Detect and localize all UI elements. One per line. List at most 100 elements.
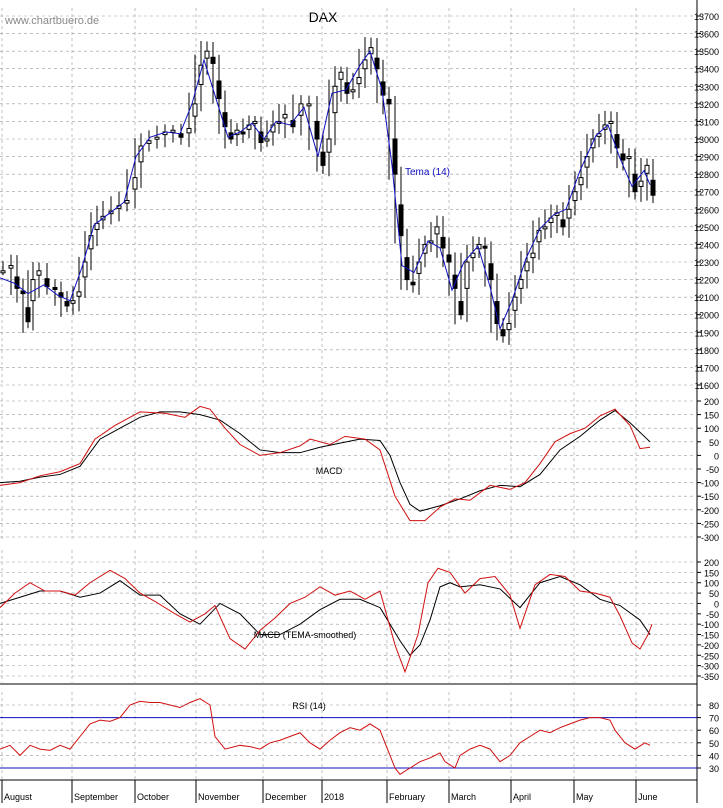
- x-month-label: May: [576, 792, 594, 802]
- y-tick-label: 40: [709, 751, 719, 761]
- panel-1: 11600 11700 11800 11900 12000 12100 12200 12300…: [0, 8, 719, 391]
- price-candle-body: [626, 156, 632, 160]
- y-tick-label: -200: [701, 506, 719, 516]
- y-tick-label: 12000: [694, 311, 719, 321]
- chart-title: DAX: [309, 9, 338, 25]
- price-candle-body: [398, 204, 404, 237]
- y-tick-label: 13200: [694, 100, 719, 110]
- price-candle-body: [620, 153, 626, 161]
- price-candle-body: [482, 245, 488, 249]
- panel-label: RSI (14): [292, 701, 326, 711]
- y-tick-label: 13100: [694, 117, 719, 127]
- y-tick-label: 13400: [694, 65, 719, 75]
- y-tick-label: 60: [709, 726, 719, 736]
- price-candle-body: [446, 254, 452, 263]
- y-tick-label: -150: [701, 631, 719, 641]
- price-candle-body: [644, 164, 650, 174]
- price-candle-body: [374, 57, 380, 70]
- price-candle-body: [320, 151, 326, 166]
- price-candle-body: [464, 261, 470, 289]
- y-tick-label: 13000: [694, 135, 719, 145]
- price-candle-body: [52, 286, 58, 290]
- y-tick-label: 100: [704, 579, 719, 589]
- y-tick-label: 70: [709, 714, 719, 724]
- price-candle-body: [210, 56, 216, 64]
- x-month-label: 2018: [324, 792, 344, 802]
- price-candle-body: [452, 274, 458, 289]
- price-candle-body: [578, 177, 584, 186]
- macd-line: [0, 409, 651, 512]
- y-tick-label: 11700: [695, 363, 719, 373]
- price-candle-body: [338, 71, 344, 80]
- price-candle-body: [198, 64, 204, 86]
- x-month-label: December: [265, 792, 307, 802]
- signal-line: [0, 567, 653, 674]
- price-candle-body: [410, 281, 416, 286]
- price-candle-body: [192, 103, 198, 117]
- x-month-label: June: [638, 792, 658, 802]
- y-tick-label: -150: [701, 492, 719, 502]
- y-tick-label: 50: [709, 739, 719, 749]
- rsi-line: [0, 698, 651, 775]
- price-candle-body: [240, 131, 246, 135]
- price-candle-body: [314, 120, 320, 140]
- y-tick-label: 11900: [695, 328, 719, 338]
- x-month-label: October: [137, 792, 169, 802]
- price-candle-body: [8, 265, 14, 269]
- panel-2: -300 -250 -200 -150 -100 -50 0 50 100 150 200 MACD: [0, 392, 719, 543]
- price-candle-body: [650, 179, 656, 196]
- y-tick-label: -100: [701, 620, 719, 630]
- y-tick-label: 12800: [694, 170, 719, 180]
- price-candle-body: [64, 301, 70, 307]
- price-candle-body: [512, 296, 518, 311]
- tema-line: [0, 50, 651, 331]
- y-tick-label: 13600: [694, 30, 719, 40]
- price-candle-body: [524, 261, 530, 272]
- price-candle-body: [356, 77, 362, 85]
- y-tick-label: -300: [701, 533, 719, 543]
- y-tick-label: 80: [709, 701, 719, 711]
- price-candle-body: [20, 290, 26, 295]
- y-tick-label: 12100: [694, 293, 719, 303]
- y-tick-label: -100: [701, 479, 719, 489]
- y-tick-label: 12900: [694, 153, 719, 163]
- y-tick-label: 12200: [694, 276, 719, 286]
- y-tick-label: 12300: [694, 258, 719, 268]
- price-candle-body: [25, 307, 31, 323]
- y-tick-label: 50: [709, 438, 719, 448]
- y-tick-label: 12600: [694, 205, 719, 215]
- price-candle-body: [518, 279, 524, 289]
- price-candle-body: [14, 276, 20, 289]
- y-tick-label: -200: [701, 641, 719, 651]
- price-candle-body: [178, 133, 184, 138]
- price-candle-body: [132, 177, 138, 190]
- price-candle-body: [590, 138, 596, 149]
- price-candle-body: [70, 300, 76, 304]
- y-tick-label: 13500: [694, 47, 719, 57]
- price-candle-body: [252, 120, 258, 124]
- price-candle-body: [572, 191, 578, 201]
- price-candle-body: [350, 89, 356, 93]
- x-month-label: April: [513, 792, 531, 802]
- price-candle-body: [536, 229, 542, 243]
- y-tick-label: -300: [701, 662, 719, 672]
- panel-label: MACD: [316, 466, 343, 476]
- y-tick-label: 13300: [694, 82, 719, 92]
- y-tick-label: 200: [704, 397, 719, 407]
- y-tick-label: 30: [709, 764, 719, 774]
- y-tick-label: 0: [714, 451, 719, 461]
- y-tick-label: 12400: [694, 240, 719, 250]
- price-candle-body: [76, 291, 82, 297]
- price-candle-body: [500, 329, 506, 337]
- price-candle-body: [0, 270, 6, 274]
- price-candle-body: [124, 200, 130, 204]
- y-tick-label: 13700: [694, 12, 719, 22]
- panel-label: MACD (TEMA-smoothed): [254, 630, 357, 640]
- price-candle-body: [470, 252, 476, 259]
- price-candle-body: [36, 270, 42, 276]
- price-candle-body: [186, 127, 192, 134]
- price-candle-body: [362, 59, 368, 70]
- price-candle-body: [154, 136, 160, 140]
- y-tick-label: -350: [701, 672, 719, 682]
